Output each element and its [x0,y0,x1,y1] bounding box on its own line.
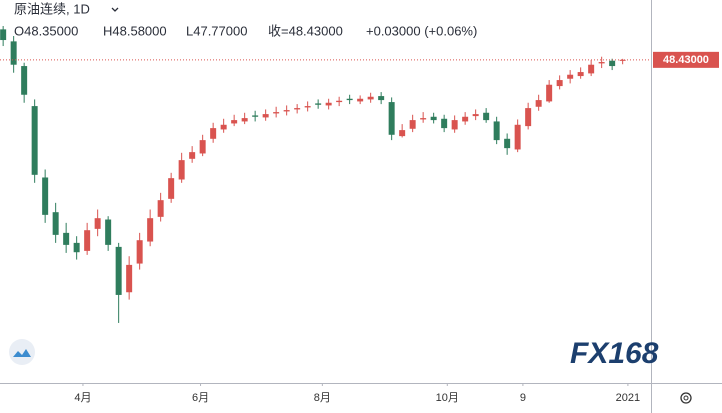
settings-icon[interactable] [680,392,692,404]
candle-body [115,246,122,295]
x-tick-label: 2021 [616,392,640,404]
candle-body [535,100,542,107]
ohlc-label: +0.03000 (+0.06%) [366,23,477,38]
candle-body [199,140,206,154]
candle-body [252,115,259,117]
candle-body [556,80,563,87]
candle-body [336,100,343,103]
candle-body [598,62,605,64]
candle-body [378,96,385,101]
candle-body [451,120,458,130]
logo-circle[interactable] [9,339,35,365]
candle-body [73,242,80,253]
candle-body [483,112,490,121]
candle-body [105,219,112,245]
candle-body [609,60,616,67]
candle-body [430,116,437,121]
candle-body [420,118,427,120]
candle-body [189,152,196,159]
candle-body [136,240,143,264]
candle-body [367,96,374,100]
candle-body [357,98,364,102]
candle-body [504,138,511,149]
candle-body [409,120,416,129]
candle-body [178,160,185,180]
candle-body [283,110,290,112]
candle-body [588,64,595,74]
candle-body [462,116,469,122]
candle-body [52,212,59,235]
candle-body [220,124,227,130]
candle-body [546,84,553,102]
candle-body [63,232,70,245]
candle-body [126,264,133,293]
gear-center[interactable] [683,395,689,401]
candle-body [0,29,7,41]
watermark-group: FX168 [570,337,659,370]
candle-body [31,106,38,175]
candle-body [441,118,448,129]
ohlc-label: L47.77000 [186,23,247,38]
x-tick-label: 9 [520,392,526,404]
candle-body [231,120,238,124]
candle-body [325,102,332,106]
x-tick-label: 8月 [314,392,331,404]
candle-body [525,108,532,127]
candle-body [10,41,17,65]
candle-body [567,74,574,79]
candle-body [493,121,500,141]
candle-body [619,59,626,61]
candle-body [514,124,521,150]
candle-body [273,112,280,114]
candle-body [399,130,406,137]
candle-body [147,218,154,242]
logo-icon[interactable] [13,349,31,357]
x-tick-label: 6月 [192,392,209,404]
title-chevron[interactable] [111,7,119,12]
candle-body [42,177,49,215]
candle-body [210,128,217,139]
chart-title: 原油连续, 1D [14,1,90,16]
ohlc-label: O48.35000 [14,23,78,38]
x-tick-label: 4月 [74,392,91,404]
candle-body [94,218,101,229]
watermark: FX168 [570,337,659,370]
gear[interactable] [680,392,692,404]
candle-body [388,102,395,135]
candle-body [168,178,175,199]
x-tick-label: 10月 [436,392,459,404]
candle-body [84,230,91,251]
candle-body [315,103,322,105]
candle-body [294,108,301,110]
candle-body [472,114,479,117]
candle-body [346,98,353,101]
candle-body [304,106,311,108]
candle-body [21,66,28,95]
price-label-bg [653,51,719,68]
candle-body [577,72,584,77]
tv-logo[interactable] [9,339,35,365]
ohlc-label: 收=48.43000 [268,23,343,38]
ohlc-label: H48.58000 [103,23,167,38]
candle-body [157,200,164,217]
candle-body [262,114,269,118]
price-label: 48.43000 [663,54,709,66]
candle-body [241,118,248,122]
